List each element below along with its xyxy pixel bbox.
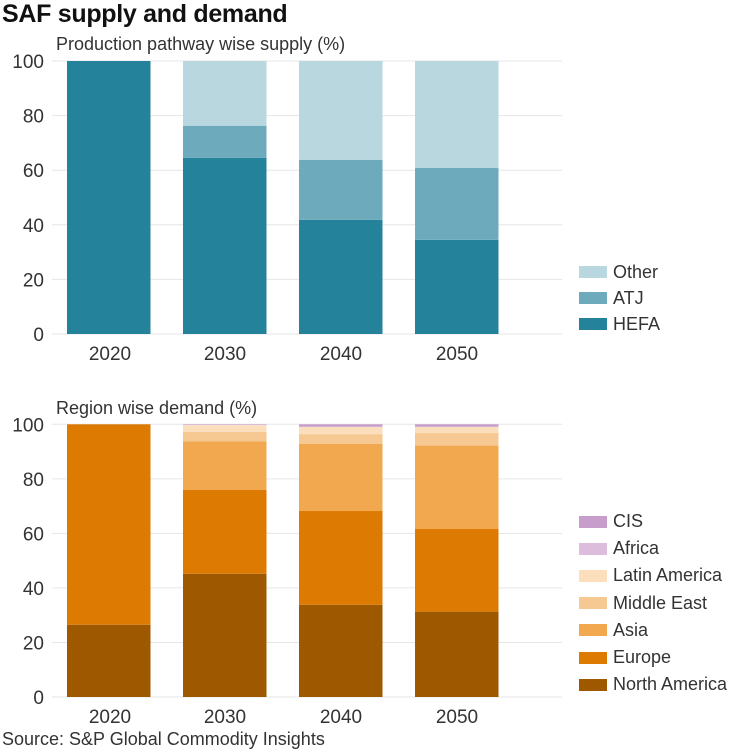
- y-tick-label: 100: [12, 52, 44, 73]
- demand-chart-title: Region wise demand (%): [56, 398, 258, 418]
- x-tick-label: 2030: [204, 344, 246, 365]
- x-tick-label: 2030: [204, 707, 246, 728]
- bar-segment-latin-america-2040: [299, 427, 383, 435]
- supply-chart-title: Production pathway wise supply (%): [56, 34, 346, 54]
- bar-segment-europe-2040: [299, 511, 383, 605]
- bar-segment-asia-2030: [183, 441, 267, 491]
- x-tick-label: 2020: [89, 344, 131, 365]
- y-tick-label: 100: [12, 415, 44, 436]
- legend-swatch: [579, 542, 607, 555]
- bar-segment-atj-2030: [183, 125, 267, 158]
- legend-swatch: [579, 515, 607, 528]
- bar-segment-north-america-2020: [67, 624, 151, 697]
- bar-segment-atj-2050: [415, 168, 499, 240]
- bar-segment-cis-2030: [183, 424, 267, 425]
- legend-item-other: Other: [579, 259, 660, 285]
- bar-segment-middle-east-2040: [299, 434, 383, 444]
- y-tick-label: 40: [23, 216, 44, 237]
- page-title: SAF supply and demand: [2, 0, 288, 28]
- legend-label: Asia: [613, 619, 649, 640]
- legend-label: Other: [613, 261, 659, 282]
- bar-segment-asia-2050: [415, 445, 499, 530]
- legend-item-asia: Asia: [579, 617, 727, 644]
- x-tick-label: 2040: [320, 344, 362, 365]
- bar-segment-cis-2050: [415, 424, 499, 427]
- legend-label: North America: [613, 674, 728, 695]
- legend-label: Latin America: [613, 565, 723, 586]
- legend-label: Middle East: [613, 592, 708, 613]
- legend-item-africa: Africa: [579, 535, 727, 562]
- source-note: Source: S&P Global Commodity Insights: [2, 729, 325, 749]
- y-tick-label: 80: [23, 470, 44, 491]
- bar-segment-cis-2040: [299, 424, 383, 427]
- y-tick-label: 20: [23, 633, 44, 654]
- bar-segment-latin-america-2050: [415, 427, 499, 434]
- legend-swatch: [579, 292, 607, 304]
- bar-segment-africa-2050: [415, 426, 499, 428]
- bar-segment-europe-2030: [183, 490, 267, 574]
- bar-segment-hefa-2030: [183, 157, 267, 334]
- bar-segment-hefa-2020: [67, 61, 151, 334]
- y-tick-label: 60: [23, 524, 44, 545]
- bar-segment-middle-east-2030: [183, 431, 267, 442]
- bar-segment-atj-2040: [299, 159, 383, 220]
- bar-segment-middle-east-2050: [415, 433, 499, 446]
- legend-swatch: [579, 651, 607, 664]
- bar-segment-hefa-2040: [299, 219, 383, 334]
- bar-segment-hefa-2050: [415, 239, 499, 334]
- bar-segment-africa-2040: [299, 426, 383, 428]
- demand-legend: CIS Africa Latin America Middle East Asia Eur…: [579, 508, 727, 698]
- legend-swatch: [579, 624, 607, 637]
- legend-label: ATJ: [613, 287, 644, 308]
- supply-legend: Other ATJ HEFA: [579, 259, 660, 337]
- bar-segment-latin-america-2030: [183, 425, 267, 432]
- bar-segment-asia-2040: [299, 443, 383, 512]
- y-tick-label: 0: [33, 688, 44, 709]
- y-tick-label: 0: [33, 325, 44, 346]
- y-tick-label: 20: [23, 270, 44, 291]
- legend-item-latin-america: Latin America: [579, 562, 727, 589]
- bar-segment-north-america-2030: [183, 573, 267, 697]
- x-tick-label: 2020: [89, 707, 131, 728]
- legend-item-hefa: HEFA: [579, 311, 660, 337]
- legend-item-atj: ATJ: [579, 285, 660, 311]
- legend-item-middle-east: Middle East: [579, 590, 727, 617]
- x-tick-label: 2040: [320, 707, 362, 728]
- legend-swatch: [579, 678, 607, 691]
- bar-segment-north-america-2040: [299, 604, 383, 697]
- legend-item-europe: Europe: [579, 644, 727, 671]
- legend-swatch: [579, 318, 607, 330]
- legend-swatch: [579, 597, 607, 610]
- legend-swatch: [579, 266, 607, 278]
- y-tick-label: 80: [23, 107, 44, 128]
- bar-segment-europe-2020: [67, 424, 151, 625]
- bar-segment-europe-2050: [415, 529, 499, 612]
- legend-label: Europe: [613, 647, 672, 668]
- legend-item-north-america: North America: [579, 671, 727, 698]
- bar-segment-other-2030: [183, 61, 267, 126]
- x-tick-label: 2050: [436, 344, 478, 365]
- legend-item-cis: CIS: [579, 508, 727, 535]
- x-tick-label: 2050: [436, 707, 478, 728]
- legend-label: CIS: [613, 511, 644, 532]
- legend-swatch: [579, 569, 607, 582]
- y-tick-label: 40: [23, 579, 44, 600]
- bar-segment-other-2050: [415, 61, 499, 169]
- bar-segment-other-2040: [299, 61, 383, 160]
- bar-segment-north-america-2050: [415, 611, 499, 697]
- legend-label: Africa: [613, 538, 660, 559]
- y-tick-label: 60: [23, 161, 44, 182]
- legend-label: HEFA: [613, 313, 661, 334]
